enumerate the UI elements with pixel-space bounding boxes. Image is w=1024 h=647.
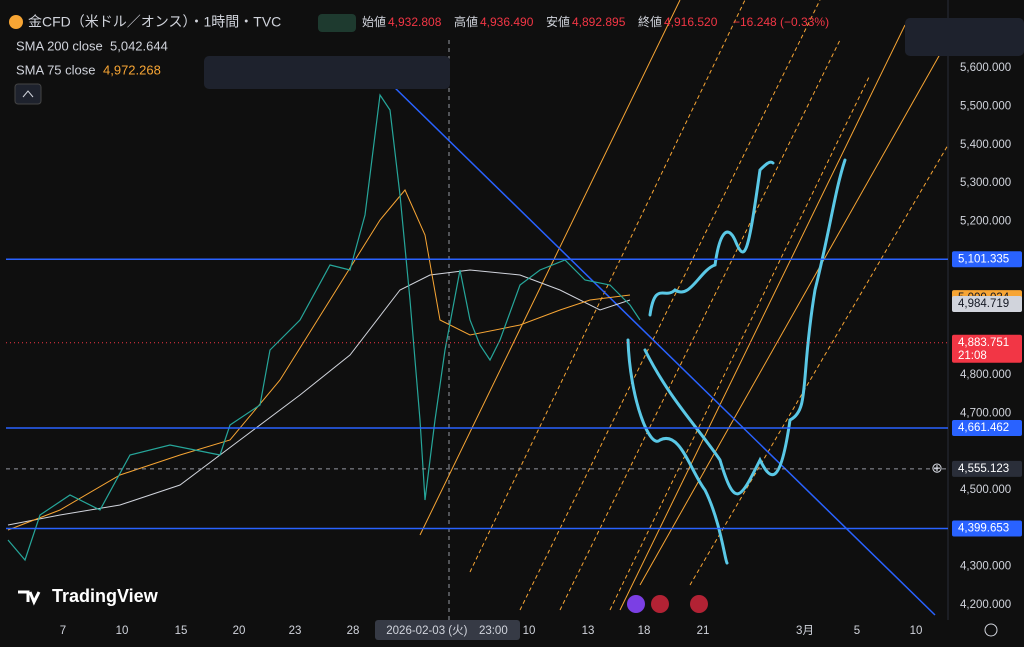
high: 4,936.490	[480, 15, 534, 29]
drawing	[626, 158, 847, 565]
price-tag-label: 4,555.123	[958, 463, 1009, 475]
time-tick-label: 2026-02-03 (火) 23:00	[386, 624, 507, 637]
close: 4,916.520	[664, 15, 718, 29]
time-tick-label: 7	[60, 625, 66, 637]
collapse-button[interactable]	[14, 83, 42, 105]
indicator-value: 4,972.268	[103, 62, 161, 77]
high-label: 高値	[454, 14, 478, 29]
header: 金CFD（米ドル／オンス）・1時間・TVC 始値 4,932.808 高値 4,…	[9, 14, 1024, 637]
time-tick-label: 15	[175, 625, 188, 637]
price-tick-label: 5,400.000	[960, 139, 1011, 151]
parallel-channel	[419, 0, 949, 611]
time-tick-label: 10	[910, 625, 923, 637]
time-tick-label: 10	[523, 625, 536, 637]
open-label: 始値	[362, 14, 386, 29]
price-tag-label: 4,661.462	[958, 422, 1009, 434]
symbol-icon	[9, 15, 23, 29]
price-tick-label: 4,800.000	[960, 369, 1011, 381]
price-tag	[952, 251, 1022, 268]
price-tick-label: 4,500.000	[960, 484, 1011, 496]
chevron	[22, 90, 34, 98]
price-tick-label: 4,300.000	[960, 561, 1011, 573]
indicator-value: 5,042.644	[110, 38, 168, 53]
price-tag	[952, 334, 1022, 363]
time-tick-label: 20	[233, 625, 246, 637]
price-tick-label: 4,700.000	[960, 407, 1011, 419]
event-icon[interactable]	[627, 595, 645, 613]
price-tick-label: 5,300.000	[960, 177, 1011, 189]
status-badge	[318, 14, 356, 32]
symbol: 金CFD（米ドル／オンス）・1時間・TVC	[28, 14, 281, 30]
price-tag	[952, 520, 1022, 537]
time-tick-label: 5	[854, 625, 860, 637]
indicator-name: SMA 75 close	[16, 62, 96, 77]
crosshair-time-box	[375, 620, 520, 640]
change: −16.248 (−0.33%)	[733, 15, 829, 29]
price-tag-label: 4,399.653	[958, 522, 1009, 534]
trend-line	[391, 84, 936, 616]
price-tag	[952, 420, 1022, 437]
indicator-name: SMA 200 close	[16, 38, 103, 53]
drawing-toolbar[interactable]	[204, 56, 450, 89]
top-toolbar[interactable]	[905, 18, 1024, 56]
price-line	[7, 93, 641, 562]
time-tick-label: 23	[289, 625, 302, 637]
low: 4,892.895	[572, 15, 626, 29]
price-tag-label: 4,984.719	[958, 298, 1009, 310]
sma-75	[7, 189, 631, 531]
price-tag	[952, 460, 1022, 477]
price-tick-label: 5,600.000	[960, 62, 1011, 74]
settings-icon[interactable]	[984, 623, 998, 637]
low-label: 安値	[546, 14, 570, 29]
logo-icon	[18, 590, 41, 606]
time-tick-label: 3月	[796, 625, 814, 637]
time-tick-label: 13	[582, 625, 595, 637]
price-tick-label: 4,200.000	[960, 599, 1011, 611]
event-icon[interactable]	[651, 595, 669, 613]
close-label: 終値	[638, 14, 662, 29]
time-tick-label: 18	[638, 625, 651, 637]
event-icon[interactable]	[690, 595, 708, 613]
crosshair-plus: ⊕	[931, 460, 943, 476]
time-tick-label: 10	[116, 625, 129, 637]
time-tick-label: 21	[697, 625, 710, 637]
price-tag-label: 5,101.335	[958, 253, 1009, 265]
open: 4,932.808	[388, 15, 442, 29]
sma-200	[7, 269, 631, 526]
time-tick-label: 28	[347, 625, 360, 637]
price-tag-sub: 21:08	[958, 350, 987, 362]
price-tag-label: 4,883.751	[958, 337, 1009, 349]
price-tick-label: 5,500.000	[960, 100, 1011, 112]
logo: TradingView	[52, 586, 159, 606]
price-tag	[952, 296, 1022, 313]
price-tick-label: 5,200.000	[960, 215, 1011, 227]
